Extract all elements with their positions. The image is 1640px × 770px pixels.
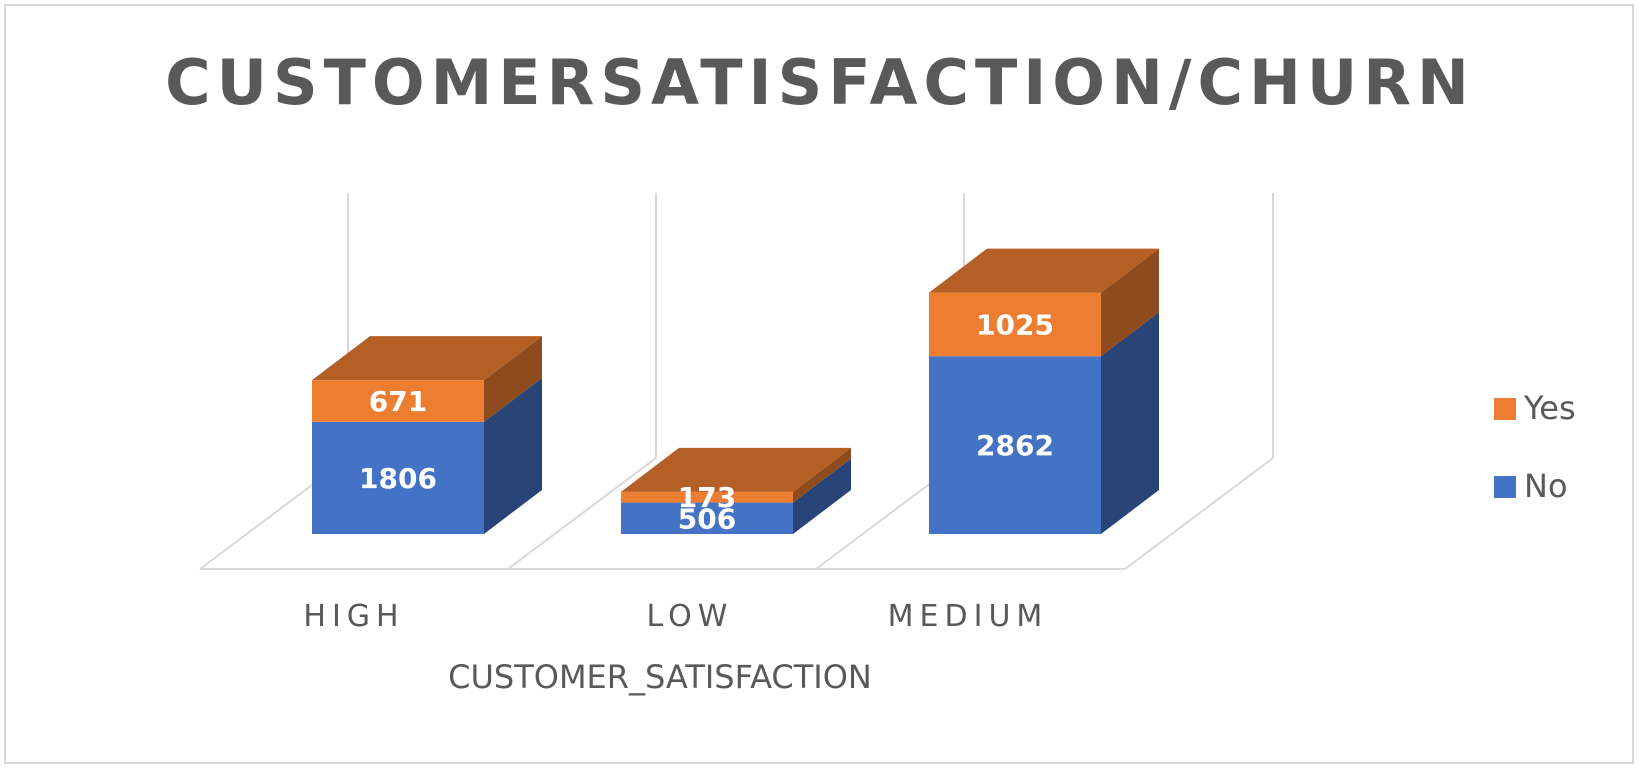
bar-medium-yes-front <box>929 292 1101 357</box>
legend-label-no: No <box>1524 467 1568 505</box>
x-axis-title: CUSTOMER_SATISFACTION <box>448 658 872 696</box>
bar-high-top <box>312 336 542 381</box>
data-label-medium-yes: 1025 <box>976 308 1054 341</box>
data-label-low-yes: 173 <box>678 481 736 514</box>
bar-low-yes-front <box>621 491 793 503</box>
chart-frame <box>4 4 1634 764</box>
bar-low-yes-side <box>793 447 851 503</box>
x-tick-low: LOW <box>647 599 734 634</box>
bar-high-yes-front <box>312 380 484 422</box>
bar-high-no-side <box>484 377 542 534</box>
legend: Yes No <box>1494 389 1576 505</box>
floor-right-edge <box>1124 457 1274 570</box>
chart-title: CUSTOMERSATISFACTION/CHURN <box>165 46 1475 119</box>
bar-medium-yes-side <box>1101 248 1159 357</box>
data-label-medium-no: 2862 <box>976 429 1054 462</box>
data-label-high-no: 1806 <box>359 462 437 495</box>
x-axis-ticks: HIGH LOW MEDIUM <box>303 599 1049 634</box>
legend-swatch-yes <box>1494 398 1516 420</box>
bar-high-yes-side <box>484 336 542 422</box>
legend-swatch-no <box>1494 476 1516 498</box>
bar-low-no-side <box>793 458 851 534</box>
floor-divider <box>507 457 657 570</box>
legend-label-yes: Yes <box>1523 389 1576 427</box>
x-tick-high: HIGH <box>303 599 404 634</box>
bars <box>312 248 1159 534</box>
bar-medium-no-front <box>929 356 1101 534</box>
bar-low-top <box>621 447 851 492</box>
data-label-low-no: 506 <box>678 502 736 535</box>
bar-high-no-front <box>312 421 484 534</box>
bar-medium-top <box>929 248 1159 293</box>
bar-medium-no-side <box>1101 312 1159 534</box>
bar-low-no-front <box>621 502 793 534</box>
x-tick-medium: MEDIUM <box>888 599 1049 634</box>
data-label-high-yes: 671 <box>369 385 427 418</box>
